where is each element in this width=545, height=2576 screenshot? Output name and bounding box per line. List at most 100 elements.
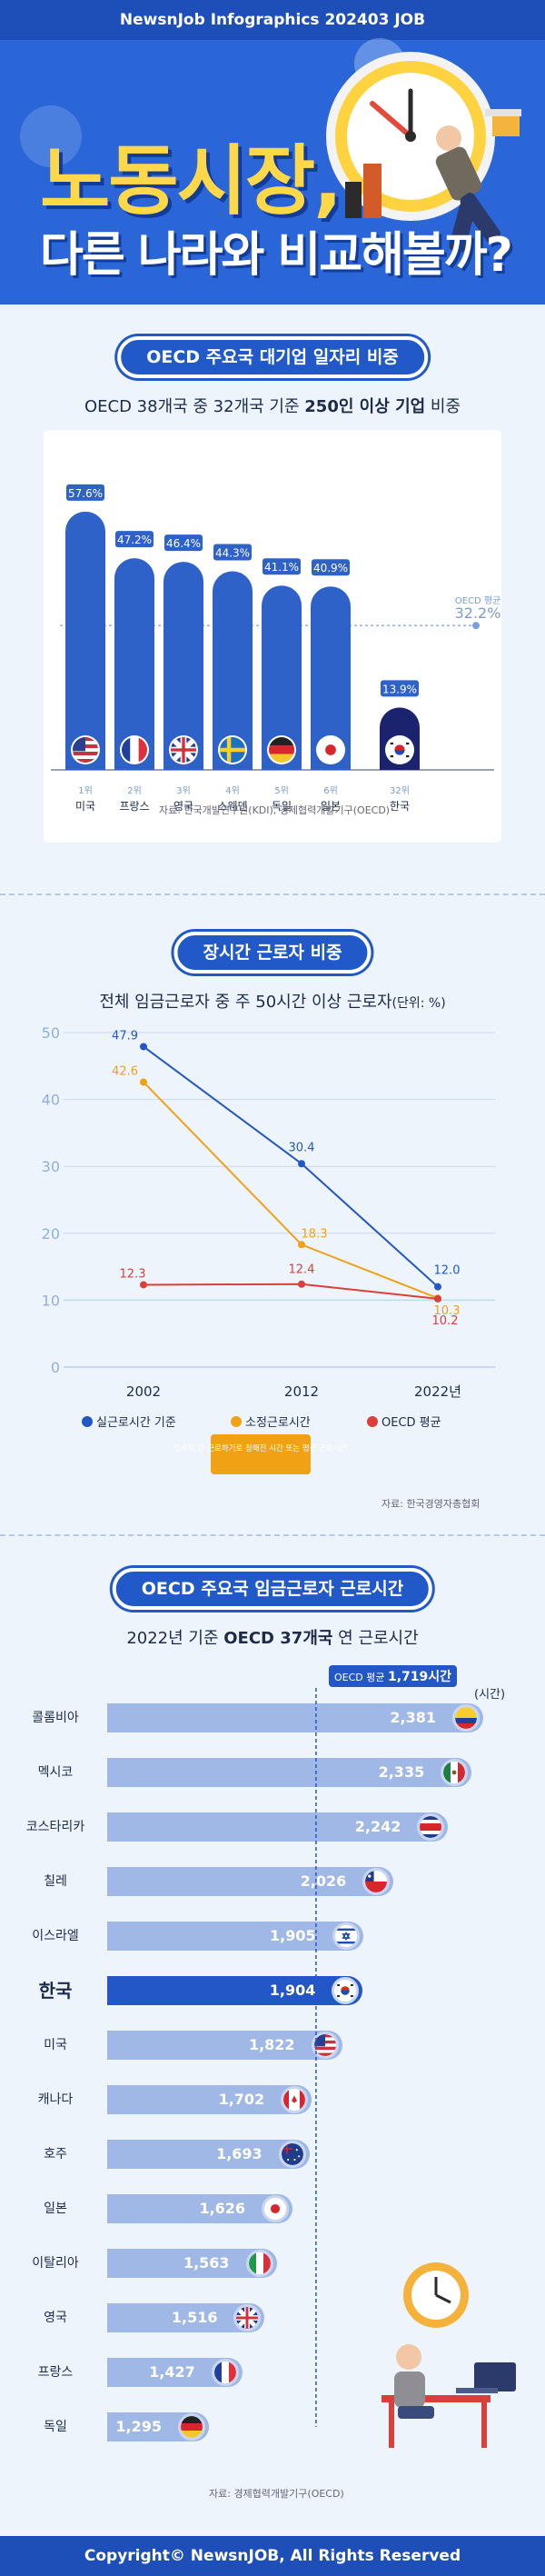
category-label: 독일 <box>272 800 292 813</box>
hours-value-label: 1,702 <box>218 2091 265 2108</box>
flag-part <box>341 1986 351 1991</box>
series-data-label: 30.4 <box>289 1141 315 1154</box>
hours-bar: 2,335 <box>107 1758 472 1787</box>
flag-part <box>213 2361 222 2383</box>
flag-part <box>458 1762 466 1783</box>
hours-value-label: 1,295 <box>115 2418 163 2435</box>
flag-part <box>420 1822 442 1832</box>
us-flag-icon <box>73 737 98 763</box>
rank-label: 5위 <box>274 784 289 796</box>
flag-part <box>269 737 294 746</box>
flag-part <box>263 2252 271 2274</box>
section1-source: 자료: 한국개발연구원(KDI), 경제협력개발기구(OECD) <box>159 804 391 816</box>
section-working-hours: OECD 주요국 임금근로자 근로시간 2022년 기준 OECD 37개국 연… <box>0 1541 545 2536</box>
category-label: 스웨덴 <box>217 800 247 813</box>
flag-part <box>248 2252 256 2274</box>
series-data-label: 18.3 <box>302 1227 328 1241</box>
flag-part <box>390 742 393 745</box>
au-flag-icon <box>281 2143 303 2165</box>
flag-part <box>138 737 147 763</box>
flag-part <box>269 745 294 754</box>
flag-part <box>271 2203 281 2214</box>
hours-bar: 2,026 <box>107 1867 394 1896</box>
x-tick-label: 2022년 <box>414 1383 461 1400</box>
hours-value-label: 2,026 <box>300 1872 347 1890</box>
headline-line2: 다른 나라와 비교해볼까? <box>40 228 513 283</box>
category-label: 프랑스 <box>119 800 149 813</box>
country-label: 독일 <box>44 2420 67 2434</box>
hours-value-label: 1,516 <box>171 2309 218 2326</box>
flag-group <box>385 735 414 764</box>
flag-icon <box>262 2195 290 2222</box>
kr-flag-icon <box>387 737 412 763</box>
bar-value-label: 13.9% <box>382 683 417 695</box>
oecd-average-label: OECD 평균 <box>455 595 500 606</box>
bar-미국 <box>65 511 105 770</box>
x-tick-label: 2012 <box>284 1383 319 1400</box>
y-tick-label: 30 <box>42 1158 60 1175</box>
de-flag-icon <box>269 737 294 763</box>
bar-value-label: 44.3% <box>215 546 250 559</box>
bar-스웨덴 <box>213 571 253 770</box>
flag-part <box>269 754 294 763</box>
hours-value-label: 1,822 <box>248 2036 295 2053</box>
bar-독일 <box>262 585 302 770</box>
hours-bar: 1,563 <box>107 2249 277 2278</box>
hours-row: 코스타리카 2,242 <box>0 1809 545 1845</box>
section-large-company-share: OECD 주요국 대기업 일자리 비중 OECD 38개국 중 32개국 기준 … <box>0 305 545 900</box>
y-tick-label: 0 <box>51 1359 60 1376</box>
legend-note-text: 임주일 간 근로하기로 정해진 시간 또는 평균 근로시간 <box>174 1443 348 1453</box>
hours-value-label: 1,904 <box>269 1982 316 1999</box>
series-data-label: 12.4 <box>289 1263 315 1277</box>
series-data-label: 10.3 <box>434 1304 461 1318</box>
hours-row: 프랑스 1,427 <box>0 2354 545 2391</box>
avg-tag-value: 1,719시간 <box>388 1670 452 1684</box>
gb-flag-icon <box>171 737 196 763</box>
hours-row: 이스라엘 1,905 <box>0 1918 545 1954</box>
series-point <box>298 1241 305 1249</box>
flag-group <box>316 735 345 764</box>
series-point <box>298 1280 305 1288</box>
hours-bar: 2,242 <box>107 1812 449 1842</box>
bar-value-label: 47.2% <box>117 534 152 546</box>
flag-part <box>325 744 336 755</box>
series-point <box>140 1078 147 1086</box>
flag-icon <box>441 1759 469 1786</box>
flag-icon <box>332 1922 360 1950</box>
headline-line1: 노동시장, <box>40 136 342 225</box>
flag-group <box>218 735 247 764</box>
subtitle-bold: 250인 이상 기업 <box>304 397 426 416</box>
hours-row: 멕시코 2,335 <box>0 1754 545 1791</box>
series-point <box>298 1160 305 1168</box>
hours-row: 일본 1,626 <box>0 2191 545 2227</box>
flag-part <box>351 1984 354 1986</box>
flag-part <box>394 744 405 750</box>
series-data-label: 47.9 <box>112 1029 138 1043</box>
country-label: 이스라엘 <box>32 1929 79 1943</box>
hours-value-label: 1,905 <box>270 1927 316 1944</box>
flag-icon <box>452 1704 480 1732</box>
bar-영국 <box>164 562 203 770</box>
subtitle-unit: (단위: %) <box>391 996 446 1011</box>
flag-part <box>295 2149 298 2152</box>
bar-value-badge <box>312 559 350 576</box>
country-label: 미국 <box>44 2038 67 2052</box>
flag-icon <box>278 2141 306 2168</box>
flag-part <box>220 747 245 753</box>
flag-part <box>455 1723 477 1729</box>
country-label: 일본 <box>44 2202 67 2216</box>
series-data-label: 42.6 <box>112 1064 138 1078</box>
section2-source: 자료: 한국경영자총협회 <box>382 1498 481 1510</box>
subtitle-text-end: 비중 <box>425 397 461 416</box>
category-label: 미국 <box>75 800 95 813</box>
flag-part <box>451 1770 457 1775</box>
flag-part <box>394 750 405 755</box>
fr-flag-icon <box>122 737 147 763</box>
bar-프랑스 <box>114 558 154 770</box>
hours-bar: 1,295 <box>107 2412 210 2441</box>
flag-part <box>281 2148 292 2150</box>
series-point <box>434 1283 441 1291</box>
flag-part <box>313 2046 336 2051</box>
